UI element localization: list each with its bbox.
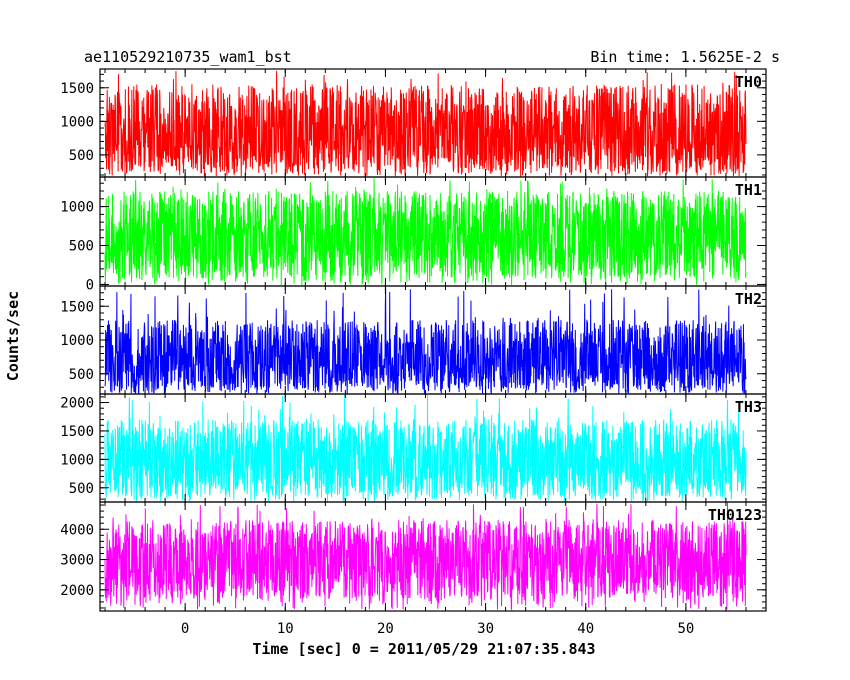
series-line-th3 — [104, 394, 747, 502]
y-tick-label-th0123: 4000 — [60, 522, 94, 538]
series-line-th2 — [104, 288, 747, 394]
panel-label-th0: TH0 — [735, 73, 762, 91]
y-tick-label-th0123: 2000 — [60, 583, 94, 599]
x-axis-title: Time [sec] 0 = 2011/05/29 21:07:35.843 — [252, 640, 595, 658]
plot-title-left: ae110529210735_wam1_bst — [84, 48, 292, 66]
y-tick-label-th0: 1500 — [60, 81, 94, 97]
panel-label-th1: TH1 — [735, 181, 762, 199]
y-tick-label-th2: 1500 — [60, 299, 94, 315]
x-tick-label: 10 — [277, 621, 294, 637]
x-tick-label: 40 — [577, 621, 594, 637]
y-tick-label-th3: 500 — [69, 481, 94, 497]
series-line-th1 — [104, 178, 747, 286]
y-tick-label-th0123: 3000 — [60, 553, 94, 569]
plot-title-right: Bin time: 1.5625E-2 s — [590, 48, 780, 66]
panel-label-th2: TH2 — [735, 290, 762, 308]
y-tick-label-th0: 500 — [69, 148, 94, 164]
panel-th0: 500 1000 1500 TH0 — [60, 68, 767, 178]
x-tick-label: 0 — [181, 621, 189, 637]
panel-th2: 500 1000 1500 TH2 — [60, 285, 767, 395]
panel-th1: 0 500 1000 TH1 — [60, 176, 767, 293]
series-line-th0123 — [104, 502, 747, 611]
y-tick-label-th1: 0 — [86, 277, 94, 293]
panel-th3: 500 1000 1500 2000 TH3 — [60, 393, 767, 503]
series-line-th0 — [104, 70, 747, 177]
panel-label-th0123: TH0123 — [708, 506, 762, 524]
x-axis: 0 10 20 30 40 50 — [181, 621, 694, 637]
x-tick-label: 30 — [477, 621, 494, 637]
y-tick-label-th2: 1000 — [60, 333, 94, 349]
panel-label-th3: TH3 — [735, 398, 762, 416]
x-tick-label: 20 — [377, 621, 394, 637]
y-tick-label-th1: 1000 — [60, 200, 94, 216]
panel-frame-th0123 — [99, 501, 767, 612]
y-tick-label-th0: 1000 — [60, 114, 94, 130]
y-tick-label-th3: 2000 — [60, 396, 94, 412]
y-tick-label-th1: 500 — [69, 239, 94, 255]
y-tick-label-th2: 500 — [69, 367, 94, 383]
y-tick-label-th3: 1500 — [60, 424, 94, 440]
y-tick-label-th3: 1000 — [60, 452, 94, 468]
y-axis-title: Counts/sec — [4, 291, 22, 381]
x-tick-label: 50 — [677, 621, 694, 637]
panel-th0123: 2000 3000 4000 TH0123 — [60, 501, 767, 612]
